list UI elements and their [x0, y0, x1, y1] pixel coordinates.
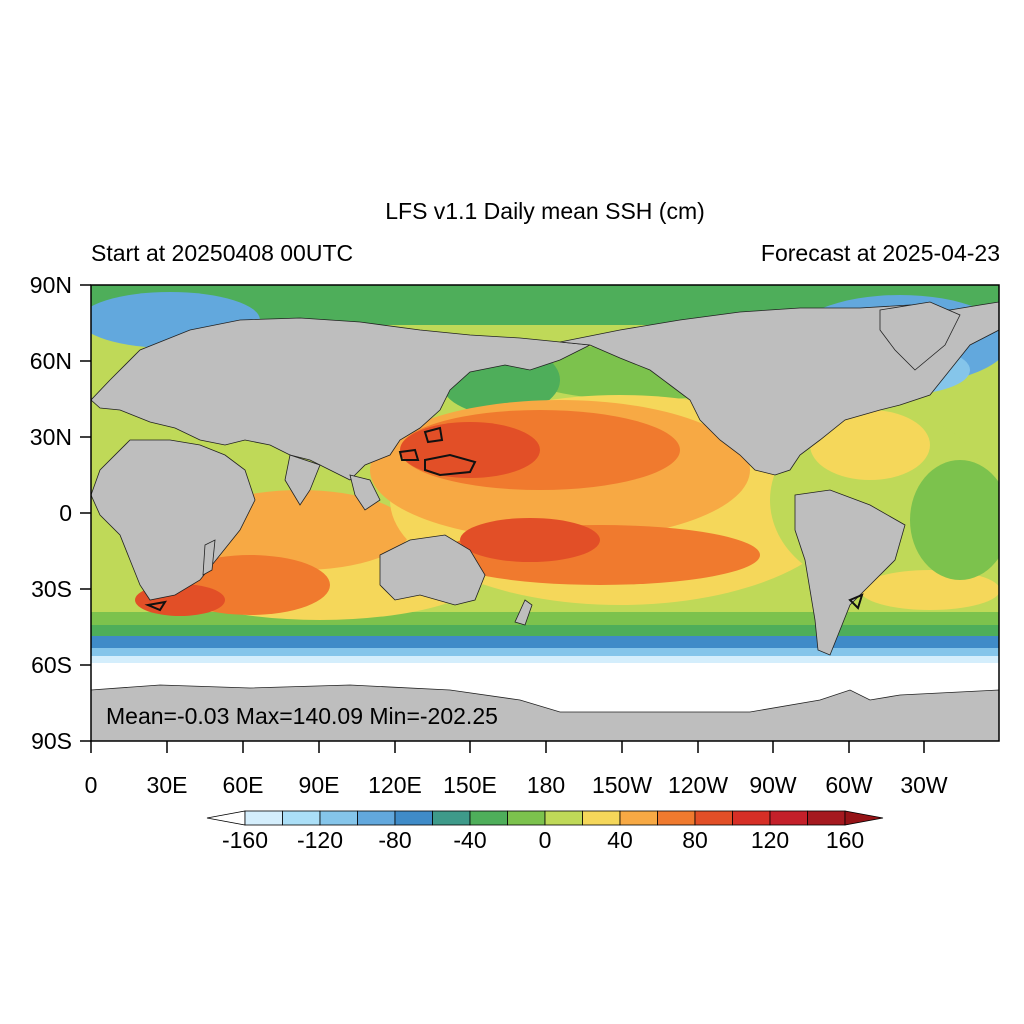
land-south-america — [794, 489, 906, 656]
colorbar-label: 120 — [751, 827, 789, 853]
lat-label: 90N — [30, 272, 72, 298]
colorbar-label: -120 — [297, 827, 343, 853]
colorbar-box — [544, 810, 583, 826]
colorbar-box — [432, 810, 471, 826]
lat-label: 30S — [31, 576, 72, 602]
land-masses — [91, 301, 999, 741]
colorbar-label: 80 — [682, 827, 708, 853]
land-greenland — [879, 301, 961, 371]
lon-label: 150W — [592, 772, 652, 798]
colorbar-box — [357, 810, 396, 826]
colorbar-box — [282, 810, 321, 826]
forecast-time-label: Forecast at 2025-04-23 — [760, 240, 1000, 266]
land-new-zealand — [514, 599, 533, 626]
land-africa — [91, 439, 256, 601]
lat-label: 60N — [30, 348, 72, 374]
colorbar-label: -40 — [453, 827, 486, 853]
colorbar — [206, 810, 884, 826]
lon-label: 30W — [900, 772, 948, 798]
colorbar-box — [469, 810, 508, 826]
colorbar-box — [244, 810, 283, 826]
ssh-region — [91, 656, 999, 664]
colorbar-label: -160 — [222, 827, 268, 853]
lon-label: 90E — [299, 772, 340, 798]
lon-label: 180 — [527, 772, 565, 798]
ssh-contour — [423, 426, 444, 444]
lon-label: 30E — [147, 772, 188, 798]
colorbar-label: -80 — [378, 827, 411, 853]
colorbar-box — [769, 810, 808, 826]
lat-label: 0 — [59, 500, 72, 526]
lat-label: 60S — [31, 652, 72, 678]
colorbar-box — [394, 810, 433, 826]
ssh-contour — [848, 593, 864, 610]
colorbar-box — [582, 810, 621, 826]
colorbar-box — [732, 810, 771, 826]
ssh-contour — [398, 448, 420, 461]
stats-text: Mean=-0.03 Max=140.09 Min=-202.25 — [106, 703, 498, 729]
ssh-region — [460, 518, 600, 562]
lon-label: 90W — [749, 772, 797, 798]
land-eurasia — [91, 317, 592, 481]
colorbar-box — [657, 810, 696, 826]
map-plot-area — [91, 285, 999, 741]
land-australia — [379, 534, 486, 606]
lon-label: 120W — [668, 772, 728, 798]
lon-label: 60W — [825, 772, 873, 798]
lon-label: 120E — [368, 772, 422, 798]
ssh-region — [860, 570, 999, 610]
land-antarctica — [91, 684, 999, 741]
colorbar-box — [507, 810, 546, 826]
ssh-region — [91, 636, 999, 650]
ssh-contour — [424, 453, 477, 477]
ssh-region — [810, 410, 930, 480]
colorbar-label: 160 — [826, 827, 864, 853]
lon-label: 60E — [223, 772, 264, 798]
land-indochina — [349, 474, 381, 511]
ssh-region — [400, 422, 540, 478]
land-madagascar — [202, 539, 216, 576]
lat-label: 90S — [31, 728, 72, 754]
lon-label: 150E — [443, 772, 497, 798]
ssh-region — [91, 648, 999, 658]
ssh-contour — [144, 600, 168, 612]
lat-label: 30N — [30, 424, 72, 450]
map-title: LFS v1.1 Daily mean SSH (cm) — [385, 198, 705, 224]
ssh-contours — [144, 426, 864, 612]
ssh-region — [91, 625, 999, 639]
colorbar-box — [319, 810, 358, 826]
lon-label: 0 — [85, 772, 98, 798]
colorbar-label: 0 — [539, 827, 552, 853]
colorbar-label: 40 — [607, 827, 633, 853]
ssh-region — [910, 460, 999, 580]
colorbar-lower-arrow — [206, 810, 246, 826]
lat-axis — [80, 284, 91, 742]
colorbar-upper-arrow — [844, 810, 884, 826]
land-north-america — [559, 301, 999, 476]
lon-axis — [90, 741, 925, 753]
colorbar-box — [807, 810, 846, 826]
start-time-label: Start at 20250408 00UTC — [91, 240, 354, 266]
colorbar-box — [694, 810, 733, 826]
colorbar-box — [619, 810, 658, 826]
land-india — [284, 454, 321, 506]
